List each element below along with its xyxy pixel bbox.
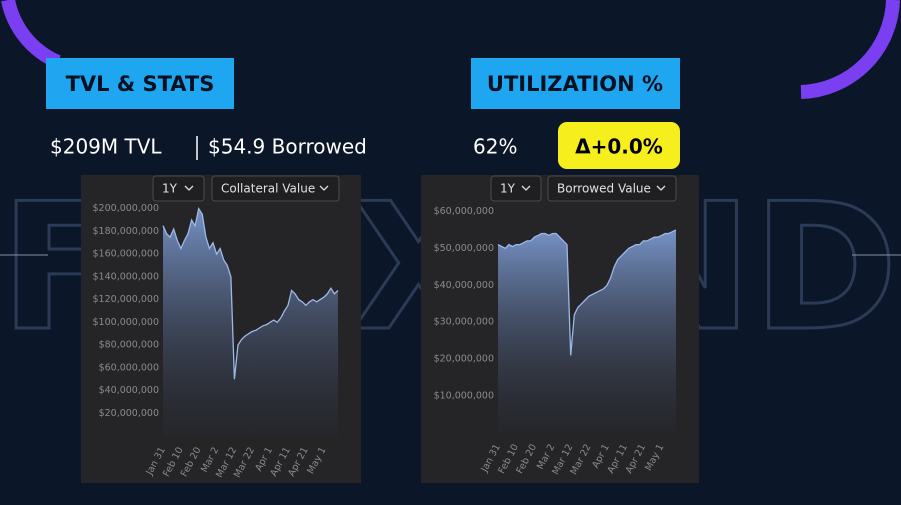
y-tick-label: $40,000,000 <box>434 280 494 291</box>
tvl: $209M TVL <box>50 135 162 159</box>
section-label: TVL & STATS <box>66 72 215 96</box>
area-fill <box>498 229 676 433</box>
y-tick-label: $140,000,000 <box>93 271 159 282</box>
dropdown[interactable] <box>211 175 340 202</box>
dropdown-label: 1Y <box>162 182 178 196</box>
y-tick-label: $160,000,000 <box>93 249 159 260</box>
y-tick-label: $50,000,000 <box>434 243 494 254</box>
y-tick-label: $20,000,000 <box>99 408 159 419</box>
dropdown-label: 1Y <box>500 182 516 196</box>
y-tick-label: $30,000,000 <box>434 317 494 328</box>
y-tick-label: $40,000,000 <box>99 385 159 396</box>
dropdown[interactable] <box>547 175 677 202</box>
y-tick-label: $60,000,000 <box>99 362 159 373</box>
section-label: UTILIZATION % <box>487 72 663 96</box>
dropdown-label: Borrowed Value <box>557 182 651 196</box>
area-line <box>162 207 339 380</box>
delta-box <box>558 122 680 169</box>
dropdown[interactable] <box>152 175 205 202</box>
decor-arc <box>800 0 900 99</box>
chevron <box>319 185 329 191</box>
y-tick-label: $60,000,000 <box>434 206 494 217</box>
y-tick-label: $200,000,000 <box>93 203 159 214</box>
chevron <box>656 185 666 191</box>
dropdown[interactable] <box>490 175 542 202</box>
utilization: 62% <box>473 135 517 159</box>
label-box <box>46 58 234 109</box>
y-tick-label: $10,000,000 <box>434 391 494 402</box>
chevron <box>521 185 531 191</box>
chevron <box>184 185 194 191</box>
area-line <box>497 229 677 356</box>
dropdown-label: Collateral Value <box>221 182 315 196</box>
label-box <box>471 58 680 109</box>
delta: Δ+0.0% <box>575 135 663 159</box>
y-tick-label: $20,000,000 <box>434 354 494 365</box>
borrowed: $54.9 Borrowed <box>208 135 367 159</box>
y-tick-label: $100,000,000 <box>93 317 159 328</box>
y-tick-label: $180,000,000 <box>93 226 159 237</box>
y-tick-label: $80,000,000 <box>99 340 159 351</box>
decor-arc <box>1 0 61 69</box>
y-tick-label: $120,000,000 <box>93 294 159 305</box>
area-fill <box>163 208 338 436</box>
